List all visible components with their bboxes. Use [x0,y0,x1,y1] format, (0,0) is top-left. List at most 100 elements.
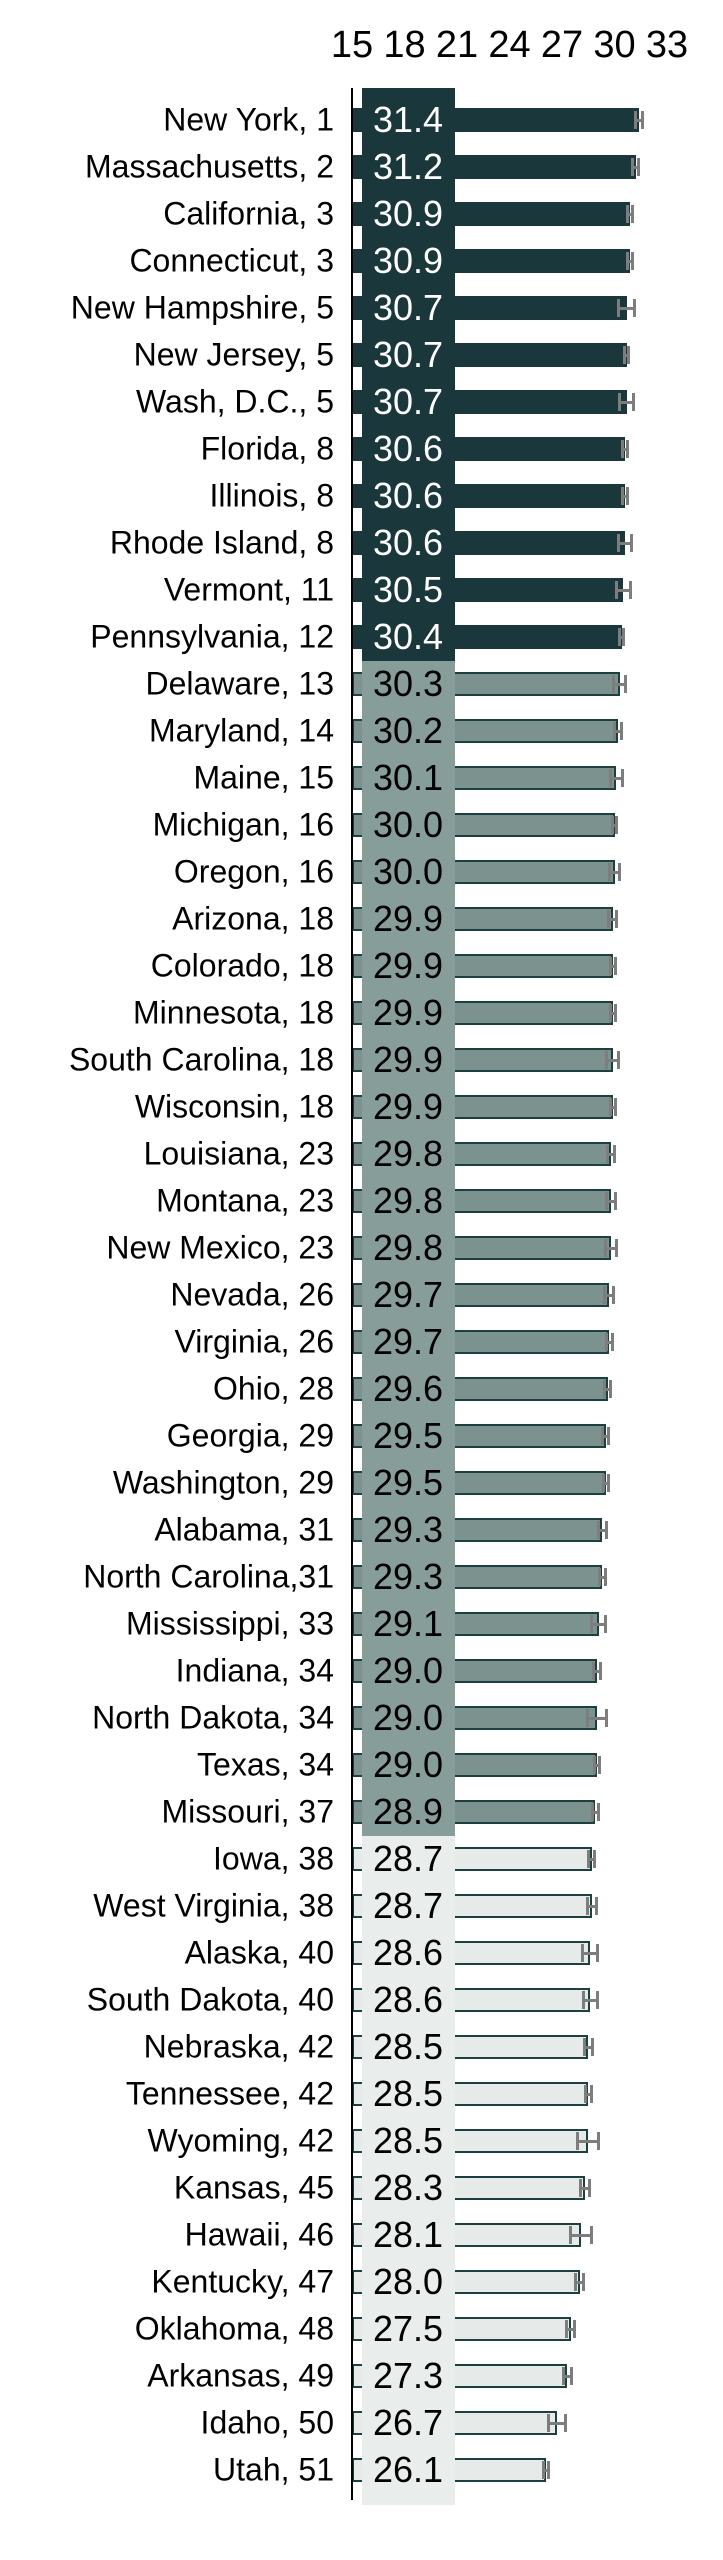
value-label: 30.7 [373,334,444,376]
error-whisker-cap-right [640,111,644,129]
state-label: Delaware, 13 [145,665,334,702]
error-whisker-line [635,118,643,122]
error-whisker-cap-right [604,1521,608,1539]
error-whisker-cap-left [565,2320,569,2338]
error-whisker-cap-left [621,487,625,505]
state-label: Nebraska, 42 [143,2028,334,2065]
state-label: Mississippi, 33 [125,1605,334,1642]
error-whisker-cap-left [608,863,612,881]
error-whisker-cap-left [581,1991,585,2009]
value-label: 29.9 [373,992,444,1034]
error-whisker-line [580,2186,590,2190]
error-whisker-cap-left [604,1333,608,1351]
error-whisker-line [543,2468,549,2472]
error-whisker-cap-right [597,1756,601,1774]
value-label: 29.6 [373,1368,444,1410]
error-whisker-cap-right [596,1944,600,1962]
state-label: Arizona, 18 [172,900,334,937]
value-label: 29.0 [373,1650,444,1692]
error-whisker-line [610,1011,616,1015]
error-whisker-cap-right [615,910,619,928]
value-label: 28.5 [373,2026,444,2068]
error-whisker-line [563,2374,572,2378]
value-label: 29.3 [373,1509,444,1551]
state-label: South Dakota, 40 [86,1981,334,2018]
error-whisker-line [587,1716,607,1720]
error-whisker-cap-right [605,1709,609,1727]
value-label: 30.9 [373,240,444,282]
value-label: 29.9 [373,1039,444,1081]
value-band-tier3 [362,1835,455,2505]
value-label: 30.9 [373,193,444,235]
value-label: 30.4 [373,616,444,658]
value-label: 30.6 [373,428,444,470]
value-label: 29.7 [373,1274,444,1316]
state-label: Massachusetts, 2 [85,148,334,185]
error-whisker-cap-left [608,1098,612,1116]
state-label: Nevada, 26 [170,1276,334,1313]
error-whisker-cap-right [587,2179,591,2197]
value-label: 31.4 [373,99,444,141]
state-label: Ohio, 28 [213,1370,334,1407]
state-label: Pennsylvania, 12 [90,618,334,655]
error-whisker-cap-right [625,487,629,505]
value-label: 28.6 [373,1932,444,1974]
state-label: New York, 1 [163,101,334,138]
x-axis-tick-label: 15 [330,24,374,66]
error-whisker-line [594,1763,600,1767]
error-whisker-line [548,2421,566,2425]
error-whisker-line [627,212,633,216]
x-axis-tick-label: 30 [593,24,636,66]
state-label: Maine, 15 [193,759,334,796]
error-whisker-cap-right [617,1051,621,1069]
error-whisker-line [584,2045,593,2049]
error-whisker-cap-right [610,1333,614,1351]
state-label: Montana, 23 [156,1182,334,1219]
value-label: 28.7 [373,1885,444,1927]
state-label: North Carolina,31 [83,1558,334,1595]
value-label: 29.7 [373,1321,444,1363]
error-whisker-cap-left [605,1145,609,1163]
state-label: New Jersey, 5 [133,336,334,373]
state-label: Illinois, 8 [209,477,335,514]
error-whisker-line [605,1246,617,1250]
error-whisker-cap-left [542,2461,546,2479]
error-whisker-line [618,306,635,310]
error-whisker-cap-left [608,769,612,787]
error-whisker-line [627,259,633,263]
error-whisker-cap-left [583,2085,587,2103]
value-label: 26.1 [373,2449,444,2491]
error-whisker-cap-left [614,581,618,599]
state-label: Idaho, 50 [200,2404,334,2441]
error-whisker-cap-left [605,1192,609,1210]
state-label: Arkansas, 49 [147,2357,334,2394]
value-label: 26.7 [373,2402,444,2444]
state-label: Vermont, 11 [163,571,334,608]
error-whisker-line [577,2139,599,2143]
value-label: 29.9 [373,945,444,987]
error-whisker-line [587,1904,597,1908]
error-whisker-line [622,494,628,498]
error-whisker-line [582,1951,598,1955]
error-whisker-cap-left [593,1756,597,1774]
error-whisker-line [570,2233,592,2237]
error-whisker-cap-left [605,1051,609,1069]
x-axis-tick-label: 21 [435,24,479,66]
error-whisker-cap-right [593,1850,597,1868]
state-label: Georgia, 29 [166,1417,334,1454]
error-whisker-line [606,1340,613,1344]
error-whisker-cap-right [614,1239,618,1257]
error-whisker-cap-left [617,534,621,552]
state-label: Hawaii, 46 [184,2216,334,2253]
error-whisker-cap-left [626,205,630,223]
error-whisker-line [622,447,628,451]
error-whisker-line [566,2327,575,2331]
error-whisker-cap-right [590,2038,594,2056]
state-label: Kansas, 45 [173,2169,334,2206]
error-whisker-cap-left [585,1897,589,1915]
error-whisker-cap-left [601,1427,605,1445]
error-whisker-line [609,870,620,874]
error-whisker-cap-left [585,1709,589,1727]
error-whisker-cap-right [617,863,621,881]
error-whisker-line [606,1058,619,1062]
